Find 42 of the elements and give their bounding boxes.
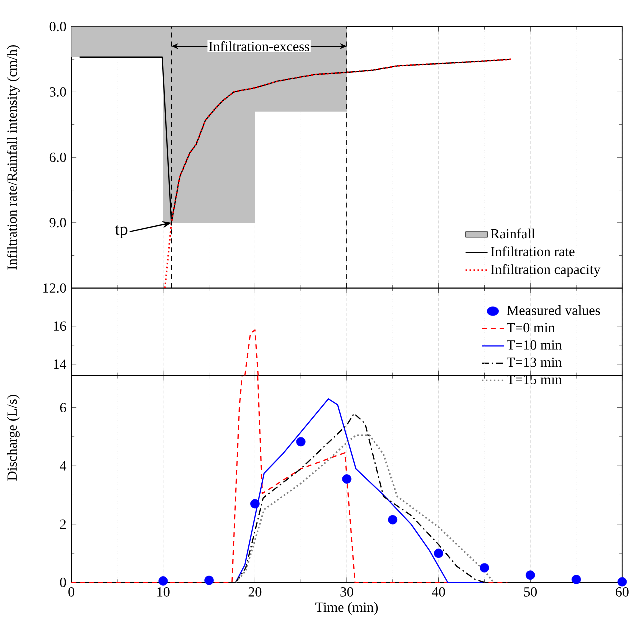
- x-axis-title: Time (min): [316, 602, 378, 615]
- y-tick-label: 0: [60, 578, 66, 588]
- y-tick-label: 6.0: [50, 152, 66, 162]
- x-tick-label: 30: [340, 587, 354, 597]
- point: [480, 563, 490, 573]
- point: [158, 576, 168, 586]
- x-tick-label: 0: [68, 587, 75, 597]
- legend-label: Rainfall: [490, 228, 536, 239]
- legend-label: Infiltration capacity: [491, 264, 601, 278]
- y-tick-label: 0.0: [50, 22, 66, 32]
- legend-label: T=13 min: [507, 358, 562, 367]
- y-tick-label: 16: [54, 322, 66, 331]
- point: [526, 570, 536, 580]
- annotation: tp: [115, 225, 128, 238]
- x-tick-label: 40: [432, 587, 446, 597]
- y-axis-title: Discharge (L/s): [7, 394, 20, 481]
- y-tick-label: 12.0: [44, 283, 66, 293]
- x-tick-label: 10: [158, 587, 170, 597]
- point: [572, 574, 582, 584]
- point: [342, 474, 352, 484]
- x-tick-label: 60: [616, 587, 629, 597]
- y-tick-label: 4: [60, 461, 67, 471]
- point: [250, 499, 260, 508]
- x-tick-label: 50: [524, 587, 538, 597]
- point: [434, 548, 444, 558]
- legend-label: T=10 min: [507, 340, 562, 350]
- legend-label: Measured values: [507, 305, 600, 316]
- point: [296, 437, 306, 446]
- legend-label: Infiltration rate: [491, 246, 575, 256]
- point: [204, 576, 214, 586]
- y-tick-label: 3.0: [50, 87, 66, 97]
- annotation: Infiltration-excess: [209, 41, 310, 52]
- point: [388, 515, 398, 524]
- legend-label: T=0 min: [507, 323, 556, 332]
- y-tick-label: 6: [60, 403, 66, 412]
- y-tick-label: 14: [54, 360, 67, 369]
- y-tick-label: 9.0: [50, 218, 66, 228]
- line-series: [235, 434, 495, 584]
- y-tick-label: 2: [60, 520, 66, 529]
- x-tick-label: 20: [248, 587, 262, 597]
- y-axis-title: Infiltration rate/Rainfall intensity (cm/h): [7, 45, 20, 270]
- point: [618, 577, 628, 587]
